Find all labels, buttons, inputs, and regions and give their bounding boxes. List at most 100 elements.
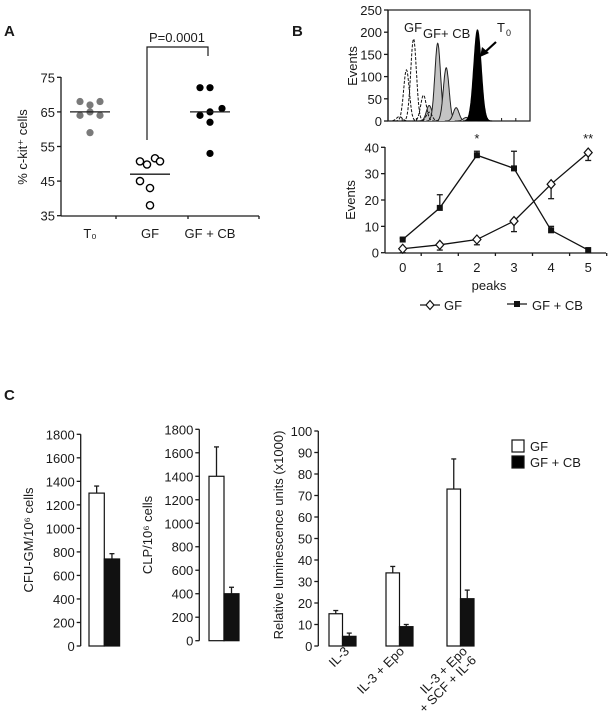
x-tick-label: 4 — [547, 260, 554, 275]
y-tick-label: 1800 — [164, 422, 193, 437]
legend-marker-gf — [425, 299, 435, 311]
y-axis-label: CLP/10⁶ cells — [140, 495, 155, 574]
y-tick-label: 50 — [368, 92, 382, 107]
data-point — [206, 118, 214, 126]
data-point — [546, 178, 556, 190]
bar-gf — [208, 475, 225, 642]
data-point — [473, 152, 480, 159]
legend-swatch — [511, 439, 525, 453]
y-tick-label: 20 — [365, 193, 379, 208]
x-tick-label: 1 — [436, 260, 443, 275]
data-point — [145, 183, 155, 193]
x-tick-label: GF — [141, 226, 159, 241]
annotation-t0: T — [497, 20, 505, 35]
y-axis-label: Events — [345, 46, 360, 86]
y-tick-label: 400 — [53, 592, 75, 607]
data-point — [399, 236, 406, 243]
histogram-peak — [395, 69, 418, 122]
data-point — [142, 160, 152, 169]
y-tick-label: 250 — [360, 3, 382, 18]
y-tick-label: 1000 — [164, 516, 193, 531]
y-tick-label: 1800 — [46, 427, 75, 442]
data-point — [135, 157, 145, 166]
x-tick-label: IL-3 — [326, 644, 352, 670]
y-tick-label: 55 — [41, 140, 55, 155]
x-axis-label: peaks — [472, 278, 507, 293]
y-tick-label: 400 — [172, 587, 194, 602]
y-axis-label: Relative luminescence units (x1000) — [271, 431, 286, 640]
data-point — [96, 97, 104, 106]
annotation-t0-sub: 0 — [506, 28, 511, 38]
panel-label: A — [4, 23, 15, 40]
y-tick-label: 1600 — [164, 446, 193, 461]
y-tick-label: 1200 — [46, 498, 75, 513]
y-tick-label: 30 — [298, 575, 312, 590]
y-tick-label: 0 — [372, 246, 379, 261]
y-tick-label: 0 — [375, 114, 382, 129]
p-value-label: P=0.0001 — [149, 30, 205, 45]
data-point — [86, 101, 94, 109]
data-point — [472, 234, 482, 245]
y-tick-label: 800 — [53, 545, 75, 560]
data-point — [548, 227, 555, 234]
arrow-head-icon — [480, 47, 489, 57]
histogram-peak — [417, 111, 441, 122]
significance-bracket — [146, 46, 209, 140]
legend-marker-gfcb — [514, 301, 520, 307]
legend-label: GF — [530, 439, 548, 454]
data-point — [511, 165, 517, 172]
legend-label-gfcb: GF + CB — [532, 298, 583, 313]
data-point — [76, 97, 84, 106]
x-tick-label: GF + CB — [185, 226, 236, 241]
data-point — [76, 111, 84, 119]
y-tick-label: 1600 — [46, 451, 75, 466]
data-point — [434, 239, 445, 251]
series-line — [402, 152, 589, 250]
y-tick-label: 10 — [298, 618, 312, 633]
x-tick-label: 0 — [399, 260, 406, 275]
y-tick-label: 65 — [41, 105, 55, 120]
y-tick-label: 200 — [53, 615, 75, 630]
data-point — [206, 149, 214, 158]
significance-star: ** — [583, 131, 593, 146]
data-point — [585, 247, 592, 254]
y-tick-label: 10 — [365, 219, 379, 234]
y-tick-label: 200 — [172, 610, 194, 625]
data-point — [206, 84, 214, 92]
y-tick-label: 45 — [41, 174, 55, 189]
y-axis-label: CFU-GM/10⁶ cells — [21, 487, 36, 593]
data-point — [196, 111, 204, 119]
y-tick-label: 60 — [298, 510, 312, 525]
y-tick-label: 20 — [298, 596, 312, 611]
histogram-peak — [462, 29, 493, 122]
y-tick-label: 0 — [67, 639, 74, 654]
x-tick-label: IL-3 + Epo — [354, 644, 407, 697]
y-tick-label: 1000 — [46, 521, 75, 536]
y-tick-label: 70 — [298, 489, 312, 504]
y-tick-label: 90 — [298, 446, 312, 461]
data-point — [86, 129, 94, 137]
y-tick-label: 100 — [360, 70, 382, 85]
y-tick-label: 800 — [172, 540, 194, 555]
data-point — [196, 84, 204, 92]
y-axis-label: Events — [343, 180, 358, 220]
bar-gf — [328, 613, 344, 647]
y-tick-label: 200 — [360, 25, 382, 40]
significance-star: * — [474, 131, 479, 146]
data-point — [96, 111, 104, 119]
data-point — [436, 204, 443, 211]
y-tick-label: 1200 — [164, 493, 193, 508]
annotation-gf: GF — [404, 20, 422, 35]
panel-label: B — [292, 23, 303, 40]
x-tick-label: 5 — [585, 260, 592, 275]
y-tick-label: 75 — [41, 70, 55, 85]
data-point — [397, 243, 408, 255]
data-point — [135, 176, 145, 186]
panel-label: C — [4, 387, 15, 404]
histogram-peak — [402, 37, 425, 122]
y-tick-label: 150 — [360, 47, 382, 62]
bar-gf-cb — [341, 635, 357, 647]
y-tick-label: 40 — [365, 140, 379, 155]
y-tick-label: 35 — [41, 209, 55, 224]
series-line — [402, 154, 589, 251]
